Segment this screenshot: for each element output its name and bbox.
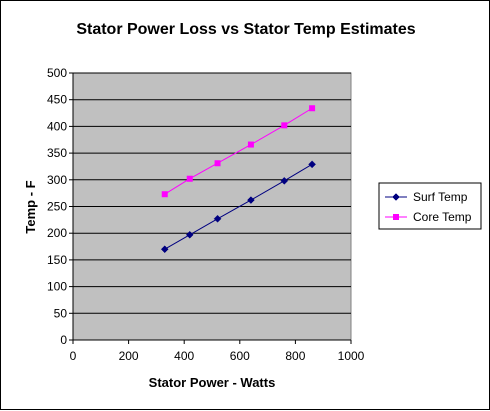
- data-point-core-temp: [281, 122, 288, 129]
- x-axis-title: Stator Power - Watts: [149, 375, 276, 390]
- data-point-surf-temp: [280, 177, 289, 185]
- data-point-surf-temp: [185, 230, 194, 239]
- y-tick-label: 400: [47, 119, 67, 133]
- data-point-surf-temp: [247, 196, 255, 204]
- x-tick-label: 600: [230, 349, 250, 363]
- x-tick-label: 400: [174, 349, 194, 363]
- grid-lines: [73, 72, 351, 314]
- y-axis-title: Temp - F: [23, 180, 38, 233]
- x-tick-label: 1000: [338, 349, 365, 363]
- series-surf-temp: [160, 160, 316, 254]
- legend-box: [378, 182, 482, 230]
- x-tick-labels: 0 200 400 600 800 1000: [70, 349, 365, 363]
- data-point-core-temp: [161, 191, 168, 198]
- legend-label-surf-temp: Surf Temp: [413, 190, 468, 204]
- legend-item-core-temp: Core Temp: [385, 210, 472, 224]
- legend-items: Surf Temp Core Temp: [385, 190, 472, 224]
- x-tick-label: 200: [119, 349, 139, 363]
- y-tick-label: 0: [60, 333, 67, 347]
- legend: Surf Temp Core Temp: [378, 182, 482, 230]
- series-line-core-temp: [164, 107, 313, 195]
- y-tick-label: 300: [47, 173, 67, 187]
- y-tick-label: 250: [47, 200, 67, 214]
- y-tick-label: 500: [47, 66, 67, 80]
- legend-item-surf-temp: Surf Temp: [385, 190, 468, 204]
- y-tick-labels: 0 50 100 150 200 250 300 350 400 450 500: [47, 66, 67, 347]
- y-tick-label: 200: [47, 226, 67, 240]
- y-tick-label: 100: [47, 280, 67, 294]
- data-point-core-temp: [186, 175, 193, 182]
- y-tick-label: 450: [47, 93, 67, 107]
- series-line-surf-temp: [164, 163, 313, 250]
- data-point-core-temp: [247, 141, 254, 148]
- x-tick-label: 800: [285, 349, 305, 363]
- axes: [69, 72, 352, 344]
- legend-label-core-temp: Core Temp: [413, 210, 472, 224]
- data-point-core-temp: [214, 160, 221, 167]
- series-core-temp: [161, 105, 316, 198]
- data-point-surf-temp: [308, 160, 316, 169]
- chart-title: Stator Power Loss vs Stator Temp Estimat…: [76, 21, 415, 38]
- data-point-surf-temp: [213, 214, 222, 223]
- series-layer: [160, 105, 316, 254]
- y-tick-label: 350: [47, 146, 67, 160]
- data-point-surf-temp: [160, 245, 169, 254]
- y-tick-label: 150: [47, 253, 67, 267]
- data-point-core-temp: [309, 105, 316, 112]
- legend-marker-core-temp: [393, 214, 399, 220]
- x-tick-label: 0: [70, 349, 77, 363]
- y-tick-label: 50: [54, 306, 68, 320]
- legend-marker-surf-temp: [392, 193, 400, 201]
